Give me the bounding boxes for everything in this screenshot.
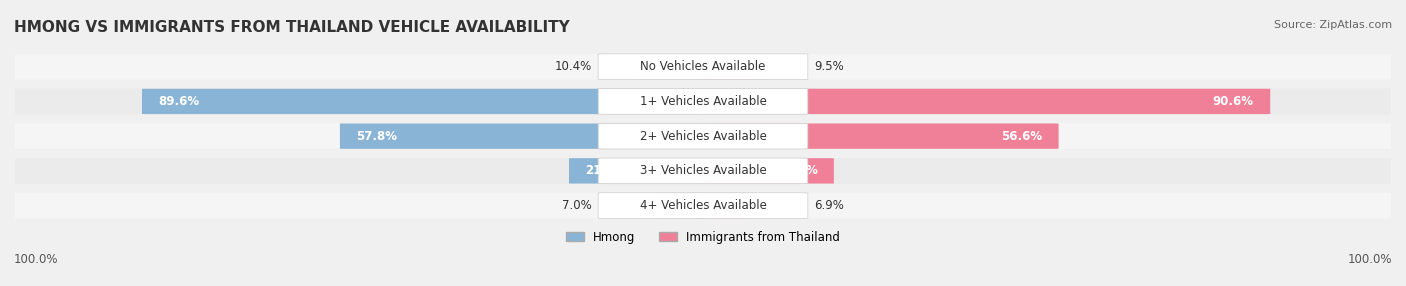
Text: 7.0%: 7.0% [562, 199, 592, 212]
Text: 20.5%: 20.5% [776, 164, 817, 177]
Text: 100.0%: 100.0% [1347, 253, 1392, 266]
Text: 21.0%: 21.0% [585, 164, 626, 177]
Text: No Vehicles Available: No Vehicles Available [640, 60, 766, 73]
FancyBboxPatch shape [340, 124, 706, 149]
FancyBboxPatch shape [8, 54, 1398, 80]
FancyBboxPatch shape [700, 158, 834, 184]
Text: 90.6%: 90.6% [1213, 95, 1254, 108]
FancyBboxPatch shape [598, 123, 808, 149]
FancyBboxPatch shape [657, 193, 706, 218]
FancyBboxPatch shape [598, 158, 808, 184]
FancyBboxPatch shape [598, 54, 808, 80]
Text: 57.8%: 57.8% [356, 130, 398, 143]
Text: 9.5%: 9.5% [814, 60, 844, 73]
FancyBboxPatch shape [569, 158, 706, 184]
Text: Source: ZipAtlas.com: Source: ZipAtlas.com [1274, 20, 1392, 30]
Text: 6.9%: 6.9% [814, 199, 844, 212]
FancyBboxPatch shape [636, 54, 706, 79]
FancyBboxPatch shape [598, 89, 808, 114]
Text: 56.6%: 56.6% [1001, 130, 1042, 143]
Text: HMONG VS IMMIGRANTS FROM THAILAND VEHICLE AVAILABILITY: HMONG VS IMMIGRANTS FROM THAILAND VEHICL… [14, 20, 569, 35]
FancyBboxPatch shape [700, 193, 749, 218]
Text: 2+ Vehicles Available: 2+ Vehicles Available [640, 130, 766, 143]
FancyBboxPatch shape [700, 54, 765, 79]
Text: 89.6%: 89.6% [159, 95, 200, 108]
FancyBboxPatch shape [142, 89, 706, 114]
Text: 3+ Vehicles Available: 3+ Vehicles Available [640, 164, 766, 177]
FancyBboxPatch shape [8, 89, 1398, 114]
Text: 10.4%: 10.4% [554, 60, 592, 73]
FancyBboxPatch shape [700, 124, 1059, 149]
FancyBboxPatch shape [8, 158, 1398, 184]
FancyBboxPatch shape [700, 89, 1270, 114]
Legend: Hmong, Immigrants from Thailand: Hmong, Immigrants from Thailand [561, 226, 845, 248]
Text: 100.0%: 100.0% [14, 253, 59, 266]
Text: 1+ Vehicles Available: 1+ Vehicles Available [640, 95, 766, 108]
FancyBboxPatch shape [8, 193, 1398, 219]
Text: 4+ Vehicles Available: 4+ Vehicles Available [640, 199, 766, 212]
FancyBboxPatch shape [598, 193, 808, 219]
FancyBboxPatch shape [8, 123, 1398, 149]
